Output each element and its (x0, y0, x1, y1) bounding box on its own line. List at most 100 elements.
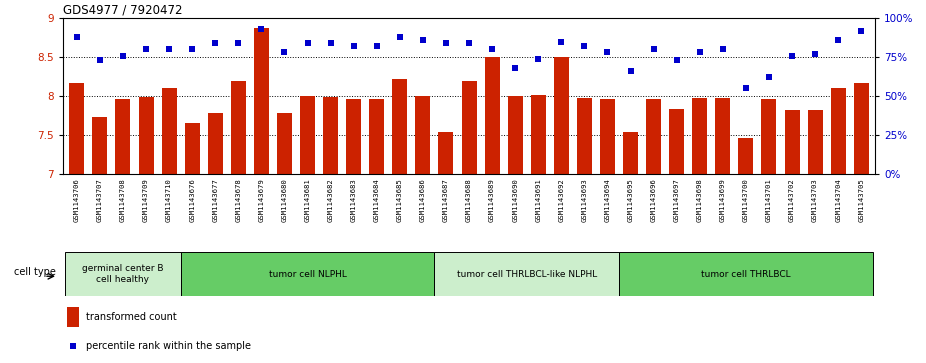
Text: tumor cell THRLBCL-like NLPHL: tumor cell THRLBCL-like NLPHL (457, 270, 597, 278)
Point (69, 34, 84, 40)
Bar (531, 95, 545, 174)
Text: GSM1143697: GSM1143697 (673, 178, 680, 222)
Text: GSM1143696: GSM1143696 (651, 178, 657, 222)
Text: GSM1143682: GSM1143682 (328, 178, 333, 222)
Bar (554, 57, 569, 174)
Text: GSM1143699: GSM1143699 (720, 178, 726, 222)
Point (231, 40, 245, 46)
Point (784, 53, 799, 58)
Text: germinal center B
cell healthy: germinal center B cell healthy (82, 264, 164, 284)
Text: GSM1143694: GSM1143694 (605, 178, 610, 222)
Bar (231, 81, 245, 174)
Point (854, 28, 869, 33)
Bar (715, 98, 731, 174)
Text: GSM1143709: GSM1143709 (143, 178, 149, 222)
Bar (323, 97, 338, 174)
Text: GSM1143688: GSM1143688 (466, 178, 472, 222)
Point (369, 43, 384, 49)
Text: GSM1143705: GSM1143705 (858, 178, 864, 222)
Point (738, 85, 753, 91)
Bar (434, 252, 619, 296)
Point (254, 26, 269, 32)
Bar (669, 110, 684, 174)
Point (462, 40, 477, 46)
Point (716, 46, 731, 52)
Text: GSM1143693: GSM1143693 (582, 178, 587, 222)
Text: tumor cell THRLBCL: tumor cell THRLBCL (701, 270, 791, 278)
Point (66, 343, 81, 349)
Point (693, 50, 707, 56)
Bar (139, 97, 154, 174)
Bar (854, 83, 869, 174)
Text: GSM1143692: GSM1143692 (558, 178, 564, 222)
Bar (300, 96, 315, 174)
Point (93, 57, 107, 63)
Text: GSM1143685: GSM1143685 (397, 178, 403, 222)
Text: GSM1143687: GSM1143687 (443, 178, 449, 222)
Bar (784, 110, 799, 174)
Bar (69, 83, 84, 174)
Bar (438, 132, 454, 174)
Text: GSM1143690: GSM1143690 (512, 178, 519, 222)
Text: GSM1143702: GSM1143702 (789, 178, 795, 222)
Bar (761, 99, 776, 174)
Bar (67, 307, 80, 327)
Point (439, 40, 454, 46)
Text: GSM1143701: GSM1143701 (766, 178, 772, 222)
Point (600, 50, 615, 56)
Text: GSM1143678: GSM1143678 (235, 178, 242, 222)
Point (416, 37, 431, 43)
Text: GSM1143707: GSM1143707 (97, 178, 103, 222)
Text: GSM1143698: GSM1143698 (696, 178, 703, 222)
Text: GSM1143681: GSM1143681 (305, 178, 310, 222)
Bar (623, 132, 638, 174)
Text: percentile rank within the sample: percentile rank within the sample (86, 341, 251, 351)
Bar (600, 99, 615, 174)
Text: GSM1143706: GSM1143706 (74, 178, 80, 222)
Bar (93, 117, 107, 174)
Point (323, 40, 338, 46)
Bar (254, 28, 269, 174)
Bar (738, 138, 754, 174)
Bar (207, 113, 223, 174)
Bar (416, 96, 431, 174)
Point (300, 40, 315, 46)
Bar (346, 99, 361, 174)
Bar (116, 98, 131, 174)
Bar (461, 81, 477, 174)
Bar (831, 89, 845, 174)
Point (646, 46, 661, 52)
Text: GSM1143677: GSM1143677 (212, 178, 219, 222)
Text: GSM1143680: GSM1143680 (282, 178, 287, 222)
Text: GSM1143710: GSM1143710 (166, 178, 172, 222)
Text: GSM1143704: GSM1143704 (835, 178, 841, 222)
Text: GSM1143691: GSM1143691 (535, 178, 541, 222)
Bar (162, 89, 177, 174)
Point (807, 51, 822, 57)
Text: GSM1143708: GSM1143708 (120, 178, 126, 222)
Text: GSM1143695: GSM1143695 (628, 178, 633, 222)
Point (116, 53, 131, 58)
Point (507, 65, 522, 71)
Point (577, 43, 592, 49)
Bar (693, 98, 707, 174)
Text: GSM1143700: GSM1143700 (743, 178, 749, 222)
Point (554, 39, 569, 45)
Point (139, 46, 154, 52)
Bar (619, 252, 873, 296)
Point (761, 74, 776, 80)
Text: GSM1143676: GSM1143676 (189, 178, 195, 222)
Bar (393, 79, 407, 174)
Bar (277, 113, 292, 174)
Text: GSM1143703: GSM1143703 (812, 178, 818, 222)
Text: GDS4977 / 7920472: GDS4977 / 7920472 (63, 4, 182, 17)
Point (831, 37, 845, 43)
Point (207, 40, 222, 46)
Text: GSM1143683: GSM1143683 (351, 178, 357, 222)
Point (277, 50, 292, 56)
Text: GSM1143684: GSM1143684 (374, 178, 380, 222)
Bar (369, 98, 384, 174)
Point (669, 57, 684, 63)
Point (484, 46, 499, 52)
Bar (65, 252, 181, 296)
